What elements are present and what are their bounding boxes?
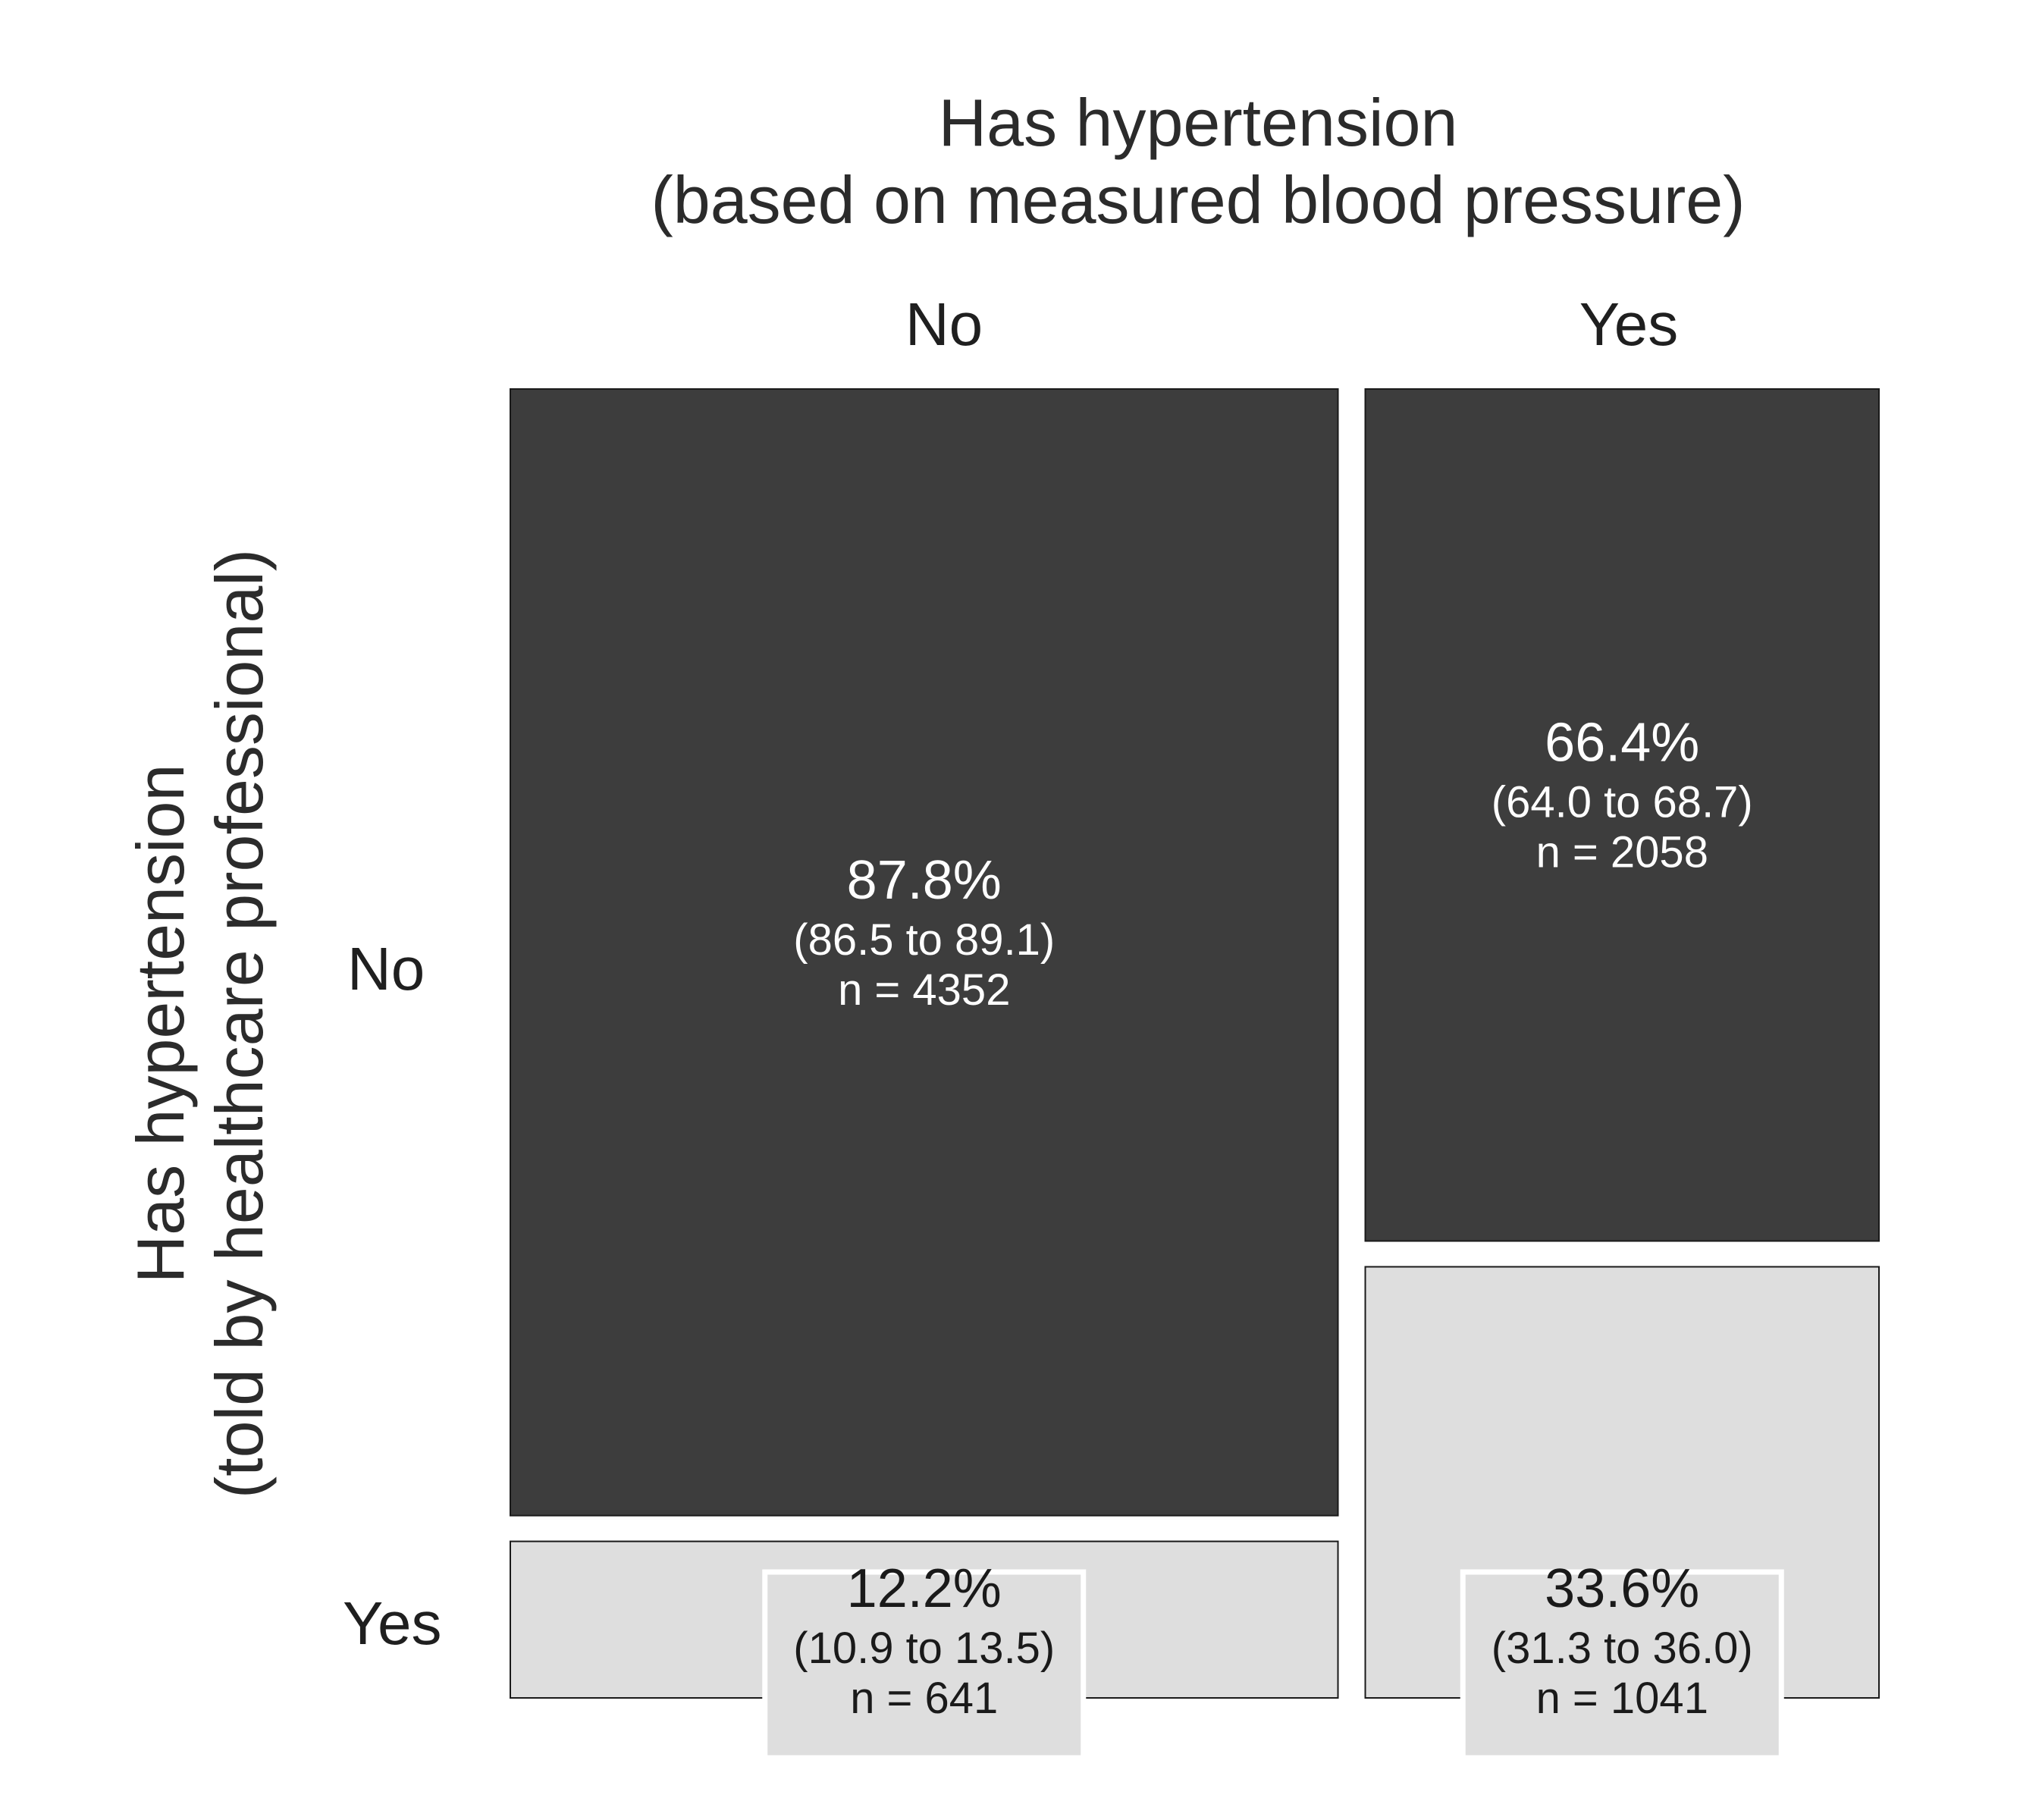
y-axis-title-line-1: Has hypertension <box>123 764 198 1284</box>
cell-labels: 87.8%(86.5 to 89.1)n = 4352 12.2% (10.9 to… <box>762 713 1784 1761</box>
y-axis-title: Has hypertension (told by healthcare pro… <box>123 549 277 1498</box>
chart-title: Has hypertension (based on measured bloo… <box>651 85 1745 237</box>
cell-n-col-yes-row-no: n = 2058 <box>1536 828 1708 877</box>
cell-ci-col-yes-row-yes: (31.3 to 36.0) <box>1492 1624 1753 1673</box>
chart-title-line-1: Has hypertension <box>939 85 1458 160</box>
chart-title-line-2: (based on measured blood pressure) <box>651 162 1745 237</box>
cell-ci-col-no-row-yes: (10.9 to 13.5) <box>793 1624 1055 1673</box>
cell-ci-col-yes-row-no: (64.0 to 68.7) <box>1492 778 1753 827</box>
cell-ci-col-no-row-no: (86.5 to 89.1) <box>793 915 1055 965</box>
column-label-no: No <box>905 290 983 358</box>
label-box-col-no-row-yes <box>762 1569 1087 1761</box>
tile-col-yes-row-no <box>1364 388 1880 1242</box>
tile-col-no-row-no <box>510 388 1339 1517</box>
column-label-yes: Yes <box>1579 290 1679 358</box>
cell-pct-col-no-row-no: 87.8% <box>847 850 1002 911</box>
cell-pct-col-yes-row-yes: 33.6% <box>1545 1558 1699 1619</box>
row-label-no: No <box>347 935 425 1003</box>
cell-pct-col-no-row-yes: 12.2% <box>847 1558 1002 1619</box>
column-labels: No Yes <box>905 290 1678 358</box>
row-label-yes: Yes <box>343 1589 442 1657</box>
cell-n-col-yes-row-yes: n = 1041 <box>1536 1674 1708 1723</box>
row-labels: No Yes <box>343 935 442 1657</box>
cell-n-col-no-row-yes: n = 641 <box>850 1674 998 1723</box>
label-box-col-yes-row-yes <box>1460 1569 1784 1761</box>
cell-pct-col-yes-row-no: 66.4% <box>1545 713 1699 774</box>
mosaic-tiles <box>510 388 1880 1699</box>
y-axis-title-line-2: (told by healthcare professional) <box>202 549 277 1498</box>
cell-n-col-no-row-no: n = 4352 <box>838 965 1010 1015</box>
